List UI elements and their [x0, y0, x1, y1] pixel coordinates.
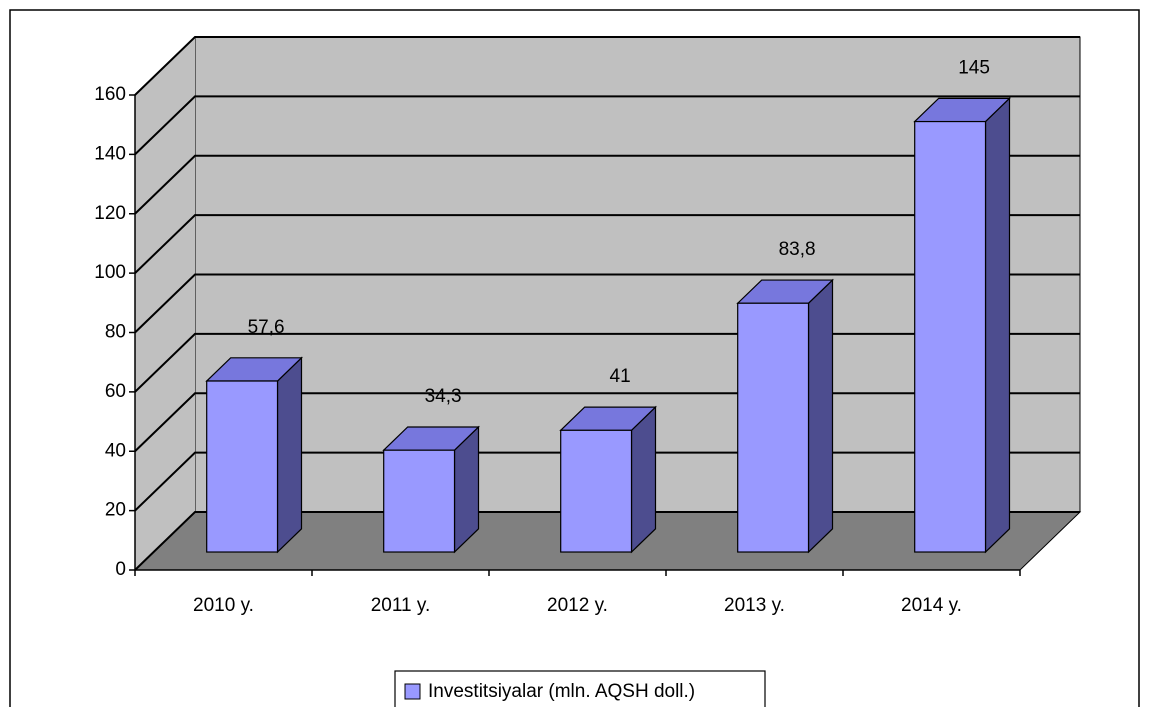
y-tick-label: 0: [115, 559, 126, 580]
grid-line: [134, 214, 1080, 274]
bar-side: [984, 96, 1011, 554]
bar-front: [914, 120, 987, 553]
x-tick-label: 2014 y.: [901, 595, 962, 616]
x-tick-label: 2012 y.: [547, 595, 608, 616]
legend-box: [394, 670, 766, 712]
y-tick-label: 120: [94, 203, 126, 224]
bar: [736, 278, 834, 554]
legend-swatch: [404, 683, 421, 700]
x-tick-label: 2013 y.: [724, 595, 785, 616]
y-tick-label: 40: [105, 440, 126, 461]
grid-line: [134, 154, 1080, 215]
legend-label: Investitsiyalar (mln. AQSH doll.): [428, 681, 695, 702]
bar-side: [276, 356, 303, 554]
y-tick-label: 140: [94, 143, 126, 164]
grid-line: [134, 95, 1080, 156]
bar-side: [807, 278, 834, 554]
x-tick-label: 2010 y.: [193, 595, 254, 616]
value-label: 41: [610, 366, 631, 387]
bar-front: [560, 429, 633, 553]
bar: [913, 96, 1011, 554]
x-tick-label: 2011 y.: [371, 595, 431, 616]
value-label: 83,8: [779, 239, 816, 260]
grid-line: [134, 36, 1080, 96]
y-tick-label: 60: [105, 381, 126, 402]
value-label: 34,3: [425, 386, 462, 407]
bar: [382, 425, 480, 554]
value-label: 145: [958, 57, 990, 78]
bar-front: [737, 302, 810, 553]
value-label: 57,6: [248, 317, 285, 338]
y-tick-label: 160: [94, 84, 126, 105]
chart-border: [9, 9, 1140, 712]
bar-front: [206, 380, 279, 553]
bar: [559, 405, 657, 554]
bar: [205, 356, 303, 554]
y-tick-label: 20: [105, 500, 126, 521]
legend: Investitsiyalar (mln. AQSH doll.): [394, 670, 766, 712]
y-tick-label: 100: [94, 262, 126, 283]
grid-line: [134, 273, 1080, 334]
y-tick-label: 80: [105, 322, 126, 343]
bar-side: [630, 405, 657, 554]
bar-front: [383, 449, 456, 553]
